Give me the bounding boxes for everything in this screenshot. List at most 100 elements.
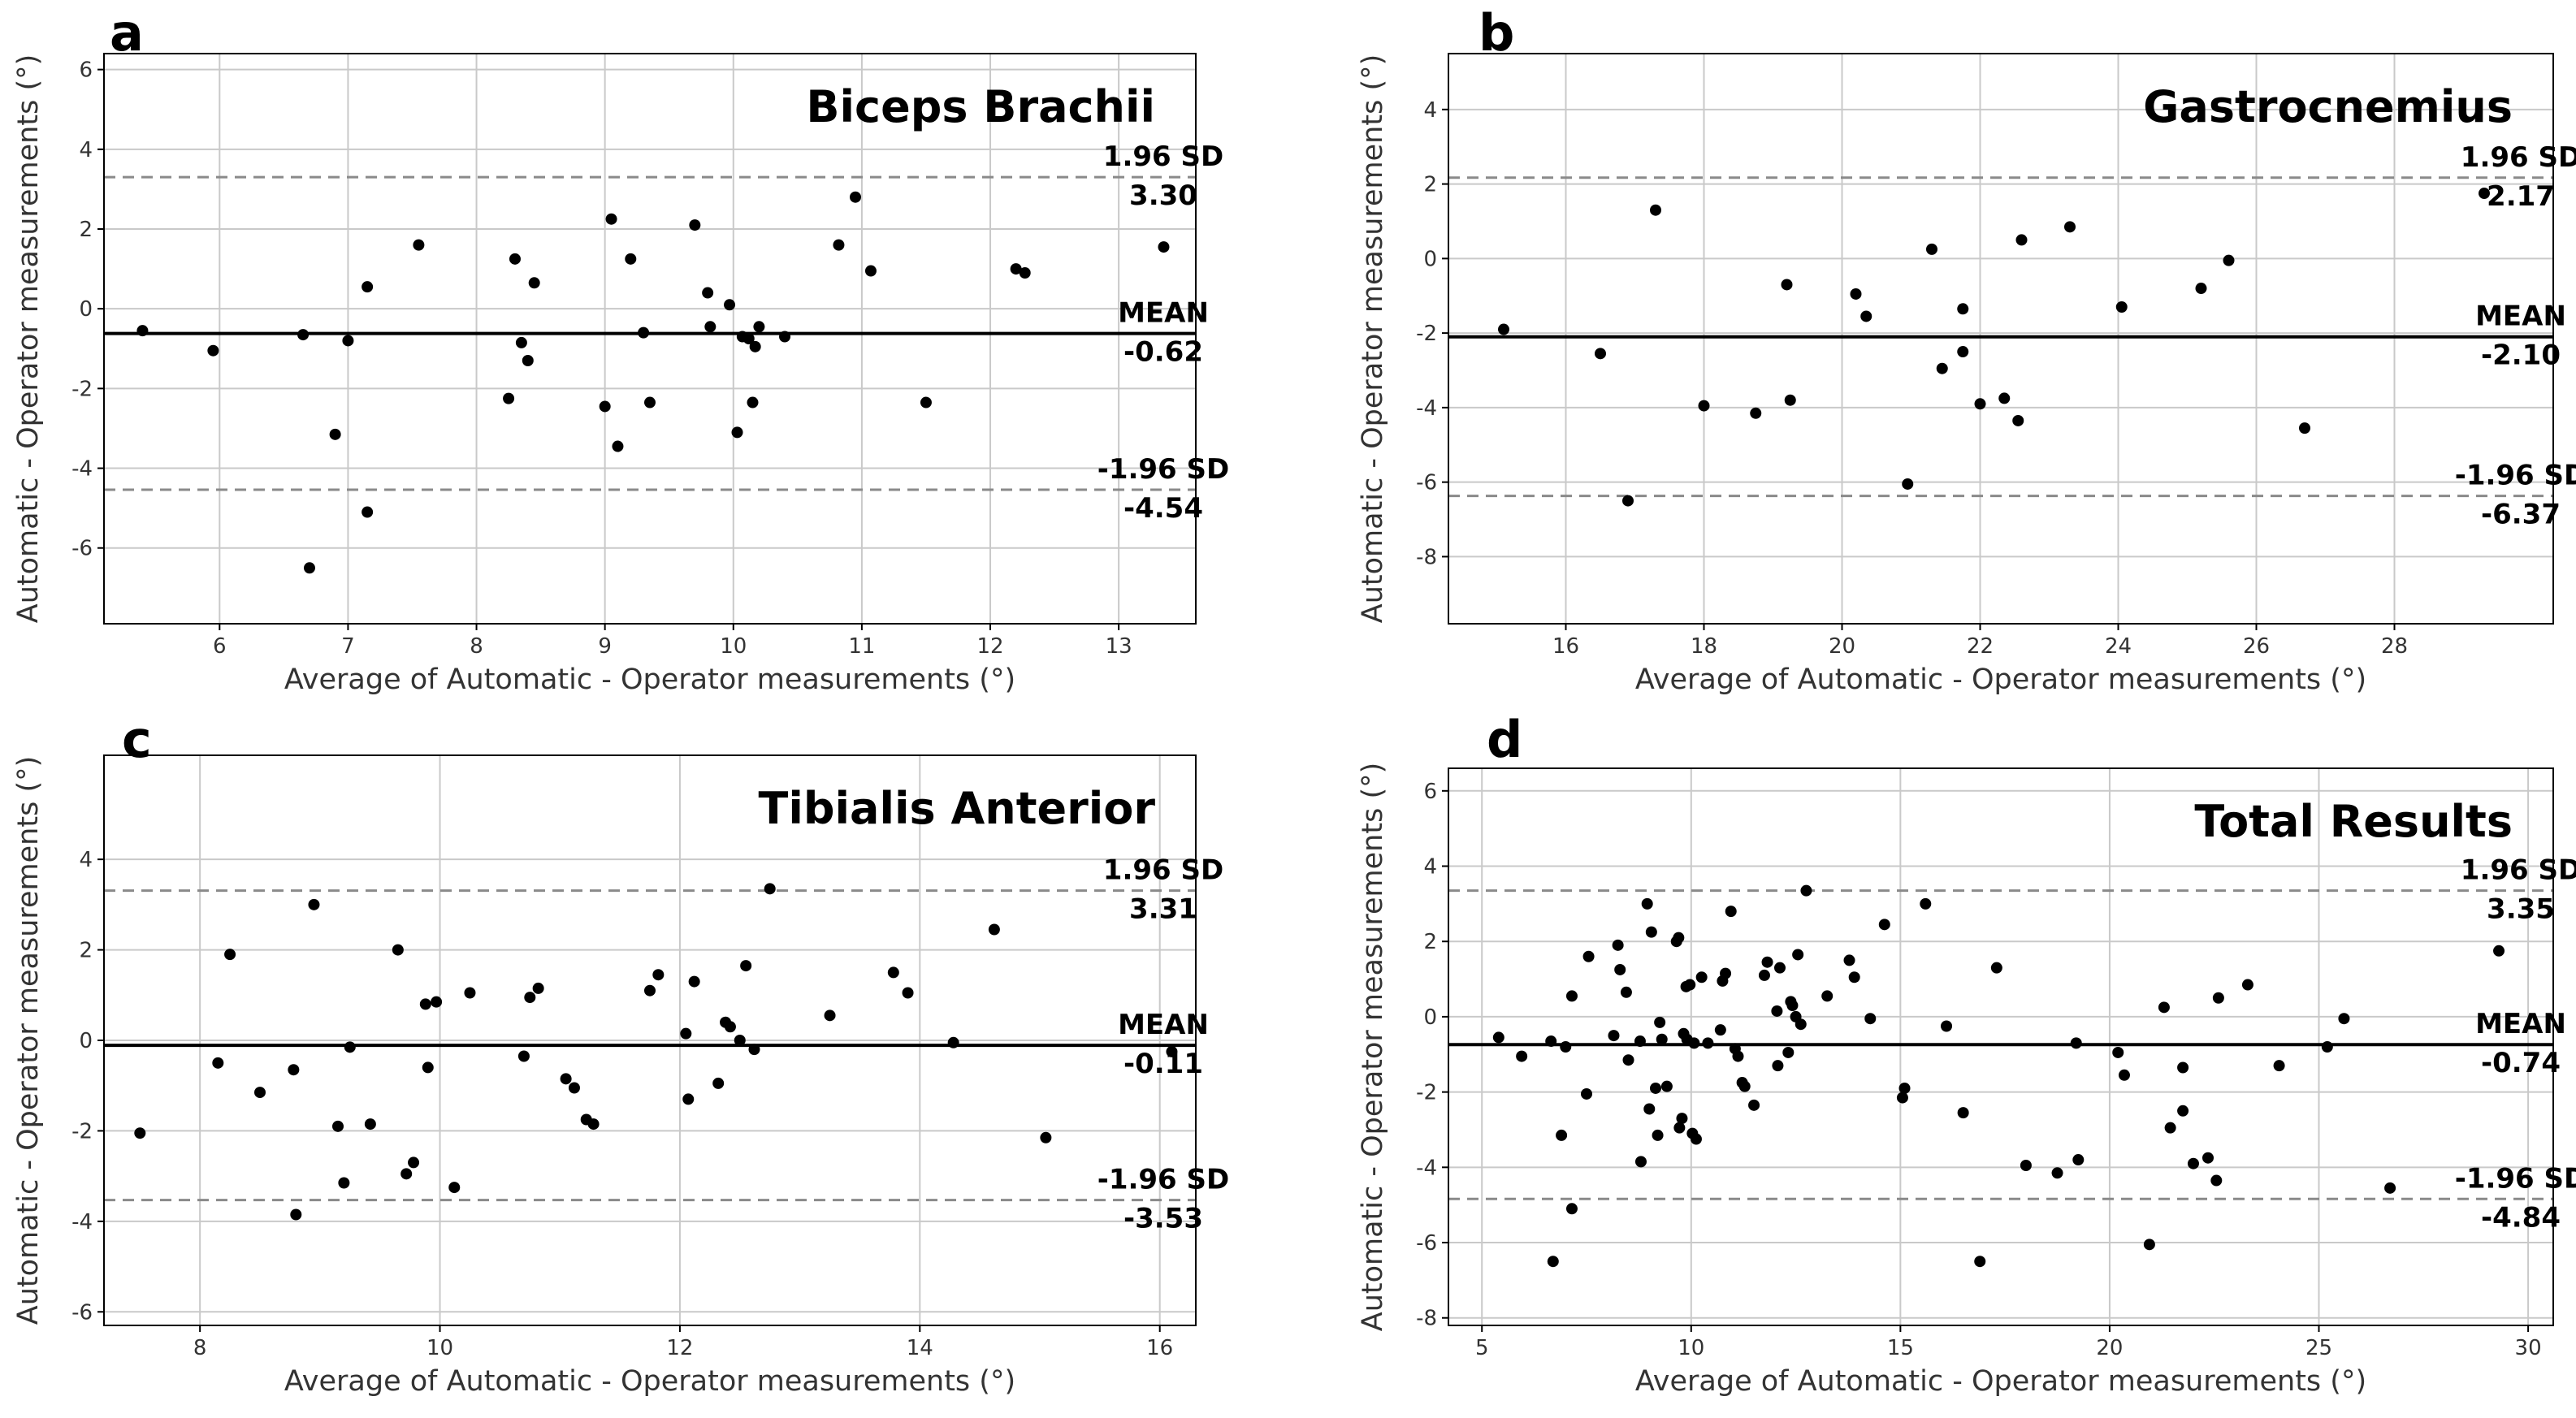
data-point — [207, 344, 219, 357]
data-point — [1974, 398, 1986, 410]
data-point — [2479, 188, 2490, 200]
x-tick-label: 30 — [2515, 1336, 2542, 1360]
y-tick-label: -4 — [71, 1210, 93, 1234]
y-tick-label: -6 — [71, 1300, 93, 1325]
y-tick-label: 6 — [1423, 780, 1437, 804]
y-axis-label: Automatic - Operator measurements (°) — [1357, 763, 1389, 1332]
y-tick-label: 2 — [1423, 930, 1437, 954]
data-point — [528, 277, 540, 289]
data-point — [1732, 1050, 1744, 1062]
x-tick-label: 7 — [341, 634, 355, 659]
data-point — [742, 333, 755, 344]
panel-letter: b — [1478, 3, 1514, 63]
data-point — [362, 506, 374, 518]
data-point — [704, 321, 717, 333]
data-point — [2202, 1152, 2214, 1164]
data-point — [2064, 221, 2076, 233]
data-point — [1565, 1203, 1578, 1215]
data-point — [740, 960, 752, 972]
data-point — [408, 1156, 420, 1169]
data-point — [1771, 1005, 1783, 1017]
data-point — [689, 219, 701, 231]
data-point — [1784, 394, 1796, 406]
y-tick-label: -8 — [1416, 1307, 1437, 1331]
data-point — [1650, 1082, 1661, 1094]
data-point — [638, 326, 650, 339]
data-point — [522, 355, 534, 366]
data-point — [1678, 1027, 1690, 1040]
data-point — [400, 1168, 413, 1180]
data-point — [1019, 267, 1031, 279]
upper-sd-label: 1.96 SD — [1103, 854, 1223, 887]
data-point — [644, 984, 656, 996]
y-tick-label: -4 — [1416, 396, 1437, 421]
mean-label: MEAN — [2475, 300, 2566, 333]
data-point — [779, 331, 791, 343]
data-point — [734, 1035, 746, 1046]
data-point — [1582, 950, 1595, 962]
data-point — [2241, 979, 2253, 991]
data-point — [1654, 1016, 1666, 1028]
y-tick-label: 4 — [79, 138, 93, 162]
y-tick-label: 0 — [79, 297, 93, 322]
upper-sd-value: 2.17 — [2487, 180, 2555, 213]
data-point — [1010, 263, 1022, 275]
data-point — [1516, 1050, 1528, 1062]
data-point — [747, 396, 759, 409]
mean-label: MEAN — [2475, 1008, 2566, 1040]
data-point — [712, 1077, 725, 1089]
data-point — [749, 340, 761, 352]
data-point — [1695, 971, 1708, 984]
data-point — [509, 253, 521, 265]
data-point — [2158, 1001, 2170, 1014]
data-point — [1848, 971, 1860, 984]
plot-frame — [1448, 53, 2554, 625]
upper-sd-value: 3.35 — [2487, 893, 2555, 926]
y-tick-label: -6 — [1416, 471, 1437, 495]
data-point — [2338, 1013, 2350, 1025]
x-tick-label: 6 — [213, 634, 227, 659]
x-tick-label: 25 — [2305, 1336, 2332, 1360]
data-point — [2015, 234, 2028, 246]
data-point — [1957, 346, 1969, 358]
data-point — [1957, 1107, 1969, 1119]
data-point — [1725, 906, 1737, 918]
data-point — [1748, 1099, 1760, 1111]
data-point — [1878, 919, 1890, 931]
data-point — [2164, 1122, 2176, 1134]
data-point — [2118, 1069, 2130, 1081]
chart-title: Tibialis Anterior — [759, 783, 1156, 834]
data-point — [2321, 1041, 2333, 1053]
data-point — [1850, 287, 1862, 300]
data-point — [1957, 303, 1969, 315]
data-point — [1595, 348, 1606, 360]
data-point — [824, 1009, 836, 1022]
data-point — [2212, 992, 2224, 1004]
data-point — [2384, 1182, 2396, 1194]
data-point — [587, 1118, 600, 1131]
data-point — [1688, 1037, 1700, 1049]
data-point — [1158, 241, 1170, 253]
data-point — [1898, 1082, 1911, 1094]
data-point — [1684, 979, 1696, 991]
data-point — [833, 239, 845, 251]
data-point — [702, 287, 714, 299]
x-tick-label: 13 — [1106, 634, 1132, 659]
data-point — [2020, 1160, 2032, 1172]
x-tick-label: 12 — [976, 634, 1003, 659]
data-point — [212, 1057, 224, 1069]
panel-letter: a — [110, 3, 144, 63]
data-point — [1622, 495, 1634, 507]
panel-letter: d — [1487, 710, 1522, 769]
x-tick-label: 16 — [1552, 634, 1579, 659]
data-point — [1620, 986, 1632, 998]
data-point — [849, 191, 861, 203]
data-point — [1645, 926, 1657, 938]
data-point — [1974, 1256, 1986, 1268]
panel-letter: c — [122, 710, 152, 769]
y-tick-label: -6 — [1416, 1231, 1437, 1256]
data-point — [920, 396, 932, 409]
plot-frame — [103, 53, 1197, 625]
data-point — [1714, 1024, 1726, 1036]
